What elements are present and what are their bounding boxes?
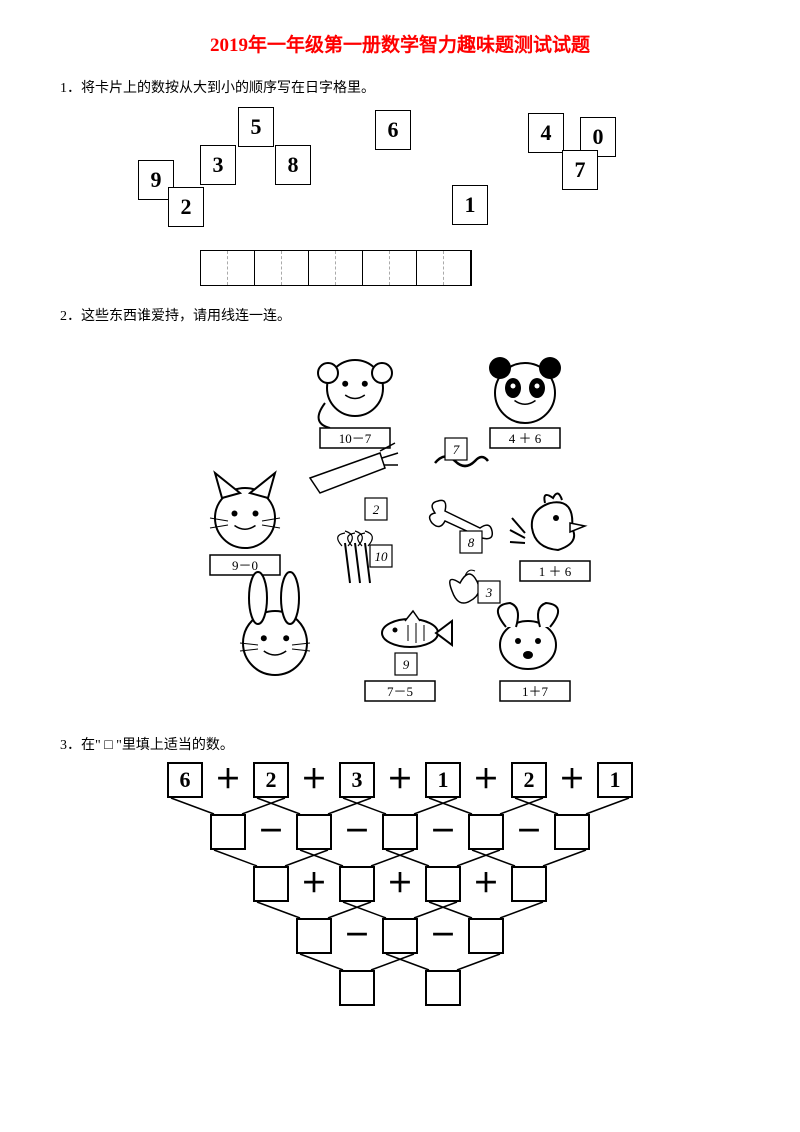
pyramid-box: 1 [597,762,633,798]
pyramid-box [339,970,375,1006]
q2-text: 2．这些东西谁爱持，请用线连一连。 [60,305,740,325]
pyramid-box [296,814,332,850]
pyramid-box [554,814,590,850]
operator: ＋ [382,762,418,798]
pyramid-box [468,814,504,850]
svg-text:10－7: 10－7 [339,431,372,446]
number-card: 2 [168,187,204,227]
q1-text: 1．将卡片上的数按从大到小的顺序写在日字格里。 [60,77,740,97]
operator: － [425,814,461,850]
svg-text:4 ＋ 6: 4 ＋ 6 [509,431,542,446]
svg-text:3: 3 [485,585,493,600]
pyramid-box: 2 [511,762,547,798]
operator: ＋ [554,762,590,798]
pyramid-box [339,866,375,902]
pyramid: 6＋2＋3＋1＋2＋1－－－－＋＋＋－－ [135,762,665,1042]
svg-text:2: 2 [373,502,380,517]
operator: － [339,814,375,850]
pyramid-box [382,814,418,850]
answer-cell [363,251,390,285]
matching-diagram: 10－7 4 ＋ 6 9－0 1 ＋ 6 7－5 1＋7 2 7 10 8 3 9 [170,333,630,713]
pyramid-box: 6 [167,762,203,798]
svg-text:1 ＋ 6: 1 ＋ 6 [539,564,572,579]
pyramid-box: 3 [339,762,375,798]
q1-area: 5389261407 [60,105,740,295]
pyramid-box [253,866,289,902]
svg-text:8: 8 [468,535,475,550]
q2-area: 10－7 4 ＋ 6 9－0 1 ＋ 6 7－5 1＋7 2 7 10 8 3 9 [60,333,740,718]
pyramid-box [296,918,332,954]
svg-text:9: 9 [403,657,410,672]
pyramid-box [468,918,504,954]
pyramid-box: 2 [253,762,289,798]
svg-text:9－0: 9－0 [232,558,258,573]
operator: － [511,814,547,850]
number-card: 7 [562,150,598,190]
answer-cell [282,251,309,285]
operator: － [339,918,375,954]
number-card: 6 [375,110,411,150]
number-card: 8 [275,145,311,185]
number-card: 4 [528,113,564,153]
operator: ＋ [296,866,332,902]
pyramid-box [210,814,246,850]
answer-cell [201,251,228,285]
answer-grid [200,250,472,286]
svg-text:7: 7 [453,442,460,457]
pyramid-box [511,866,547,902]
operator: ＋ [296,762,332,798]
q3-text: 3．在" □ "里填上适当的数。 [60,734,740,754]
operator: ＋ [382,866,418,902]
pyramid-box [425,866,461,902]
number-card: 1 [452,185,488,225]
number-card: 3 [200,145,236,185]
answer-cell [255,251,282,285]
answer-cell [309,251,336,285]
operator: ＋ [210,762,246,798]
number-card: 5 [238,107,274,147]
answer-cell [336,251,363,285]
pyramid-box [382,918,418,954]
svg-text:7－5: 7－5 [387,684,413,699]
answer-cell [417,251,444,285]
operator: ＋ [468,866,504,902]
svg-text:1＋7: 1＋7 [522,684,549,699]
answer-cell [228,251,255,285]
svg-text:10: 10 [375,549,389,564]
page-title: 2019年一年级第一册数学智力趣味题测试试题 [60,30,740,57]
operator: － [253,814,289,850]
q3-area: 6＋2＋3＋1＋2＋1－－－－＋＋＋－－ [60,762,740,1042]
operator: － [425,918,461,954]
answer-cell [444,251,471,285]
pyramid-lines [135,762,665,1042]
pyramid-box: 1 [425,762,461,798]
pyramid-box [425,970,461,1006]
operator: ＋ [468,762,504,798]
answer-cell [390,251,417,285]
